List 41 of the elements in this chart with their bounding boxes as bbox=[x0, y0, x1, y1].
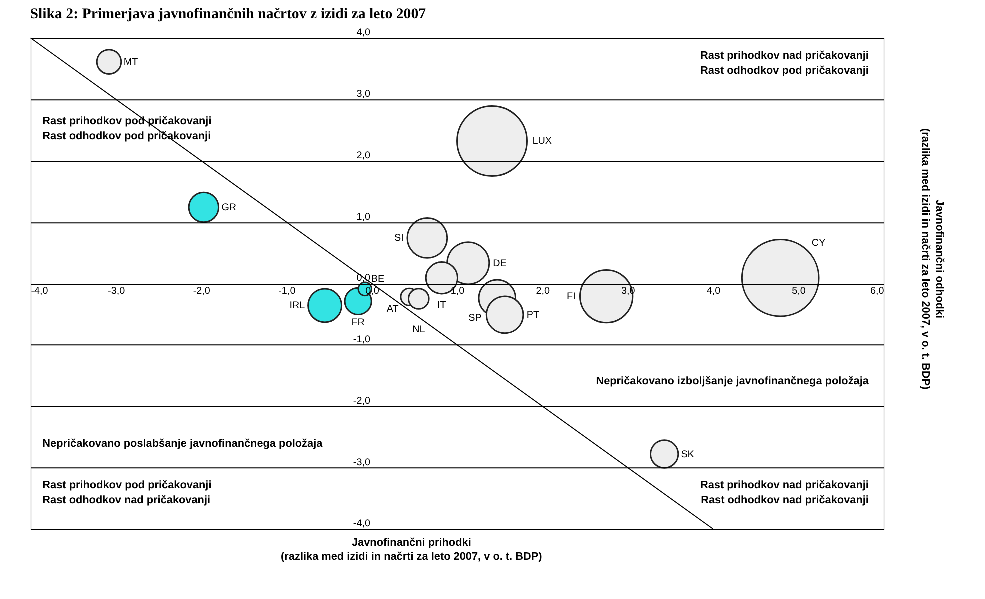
y-tick-label: 3,0 bbox=[356, 89, 371, 100]
x-tick-label: -3,0 bbox=[108, 286, 126, 298]
series-label: CY bbox=[812, 238, 826, 249]
series-label: SI bbox=[394, 233, 404, 244]
x-tick-label: 6,0 bbox=[870, 286, 885, 298]
series-label: SK bbox=[681, 449, 695, 460]
x-tick-label: 2,0 bbox=[536, 286, 550, 298]
x-tick-label: -2,0 bbox=[193, 286, 211, 298]
series-label: DE bbox=[493, 258, 508, 270]
series-label: LUX bbox=[532, 136, 552, 148]
y-axis-title: Javnofinančni odhodki (razlika med izidi in načrti za leto 2007, v o. t. BDP) bbox=[920, 128, 946, 390]
series-label: PT bbox=[526, 310, 540, 321]
series-label: FI bbox=[567, 292, 576, 303]
y-tick-label: -2,0 bbox=[353, 396, 371, 407]
y-tick-label: 1,0 bbox=[356, 212, 371, 223]
x-axis-title: Javnofinančni prihodki (razlika med izidi in načrti za leto 2007, v o. t. BDP) bbox=[281, 537, 543, 563]
chart-title: Slika 2: Primerjava javnofinančnih načrtov z izidi za leto 2007 bbox=[30, 6, 427, 22]
series-label: BE bbox=[371, 274, 386, 285]
x-tick-label: -4,0 bbox=[31, 286, 49, 298]
y-tick-label: -3,0 bbox=[353, 457, 371, 468]
series-label: AT bbox=[386, 304, 399, 315]
series-label: GR bbox=[222, 202, 237, 214]
x-tick-label: -1,0 bbox=[278, 286, 296, 298]
x-tick-label: 1,0 bbox=[450, 286, 466, 298]
annotation: Rast prihodkov nad pričakovanji Rast odhodkov pod pričakovanji bbox=[700, 50, 869, 77]
x-tick-label: 4,0 bbox=[706, 286, 722, 298]
series-label: FR bbox=[352, 317, 365, 328]
annotation: Nepričakovano izboljšanje javnofinančnega položaja bbox=[596, 375, 870, 388]
annotation: Rast prihodkov pod pričakovanji Rast odhodkov nad pričakovanji bbox=[42, 479, 212, 506]
series-label: IT bbox=[438, 300, 446, 311]
series-label: SP bbox=[468, 312, 482, 324]
y-tick-label: 4,0 bbox=[356, 28, 371, 39]
x-tick-label: 5,0 bbox=[792, 286, 806, 298]
series-label: IRL bbox=[290, 300, 306, 312]
series-label: NL bbox=[412, 324, 426, 336]
annotation: Nepričakovano poslabšanje javnofinančnega položaja bbox=[42, 438, 324, 450]
annotation: Rast prihodkov nad pričakovanji Rast odhodkov nad pričakovanji bbox=[700, 479, 869, 506]
y-tick-label: -1,0 bbox=[353, 334, 371, 346]
y-tick-label: -4,0 bbox=[353, 518, 371, 530]
y-tick-label: 2,0 bbox=[356, 150, 371, 162]
series-label: MT bbox=[124, 57, 138, 68]
